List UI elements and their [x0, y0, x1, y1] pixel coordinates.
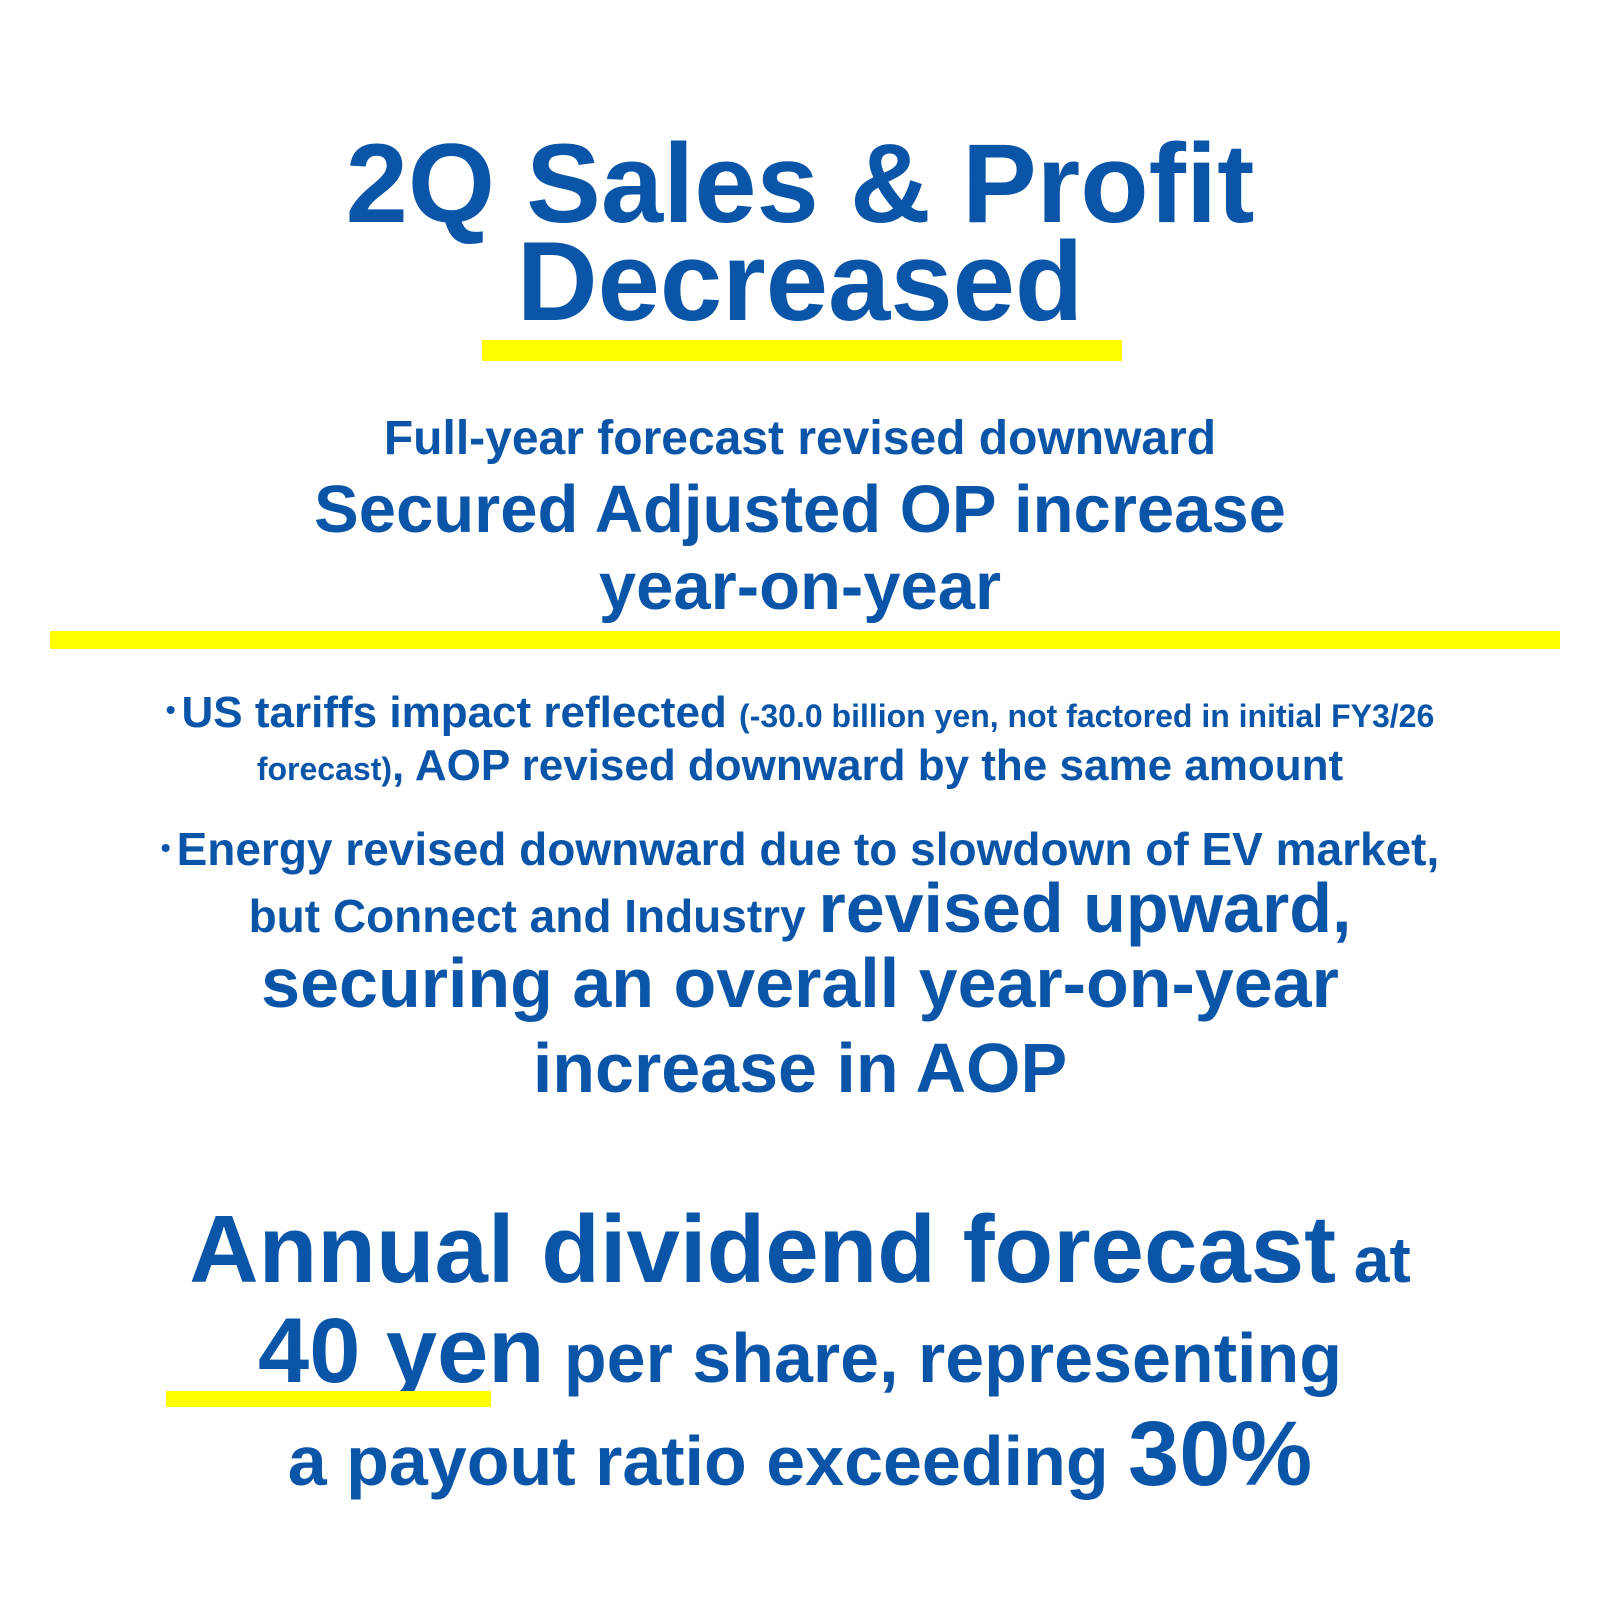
- bullet-dot-icon: •: [160, 832, 171, 863]
- bullet-2-line-3: securing an overall year-on-year: [261, 944, 1339, 1022]
- dividend-line-1: Annual dividend forecast at: [0, 1202, 1600, 1298]
- bullet-1-tail: , AOP revised downward by the same amoun…: [392, 741, 1344, 790]
- bullet-2-text-1: Energy revised downward due to slowdown …: [176, 823, 1440, 875]
- headline-highlight-underline: [482, 340, 1122, 361]
- headline-line-2: Decreased: [516, 219, 1084, 344]
- subheadline-line-2: Secured Adjusted OP increase: [314, 472, 1286, 547]
- bullet-1-line-2: forecast), AOP revised downward by the s…: [0, 744, 1600, 788]
- dividend-amount: 40 yen: [258, 1300, 545, 1402]
- dividend-title: Annual dividend forecast: [189, 1196, 1337, 1303]
- payout-ratio-percent: 30%: [1128, 1403, 1313, 1505]
- bullet-1-lead: US tariffs impact reflected: [181, 688, 740, 737]
- bullet-1-note-b: forecast): [256, 751, 392, 787]
- dividend-line-3: a payout ratio exceeding 30%: [0, 1408, 1600, 1500]
- subheadline-highlight-divider: [50, 631, 1560, 649]
- dividend-at: at: [1336, 1224, 1411, 1296]
- subheadline-line-3: year-on-year: [598, 549, 1002, 624]
- dividend-line-2: 40 yen per share, representing: [0, 1305, 1600, 1397]
- subheadline-line-1: Full-year forecast revised downward: [383, 412, 1217, 465]
- bullet-dot-icon: •: [165, 694, 176, 725]
- bullet-1-note-a: (-30.0 billion yen, not factored in init…: [739, 698, 1435, 734]
- bullet-2-line-2: but Connect and Industry revised upward,: [0, 873, 1600, 943]
- payout-ratio-text: a payout ratio exceeding: [287, 1422, 1129, 1500]
- bullet-1-line-1: • US tariffs impact reflected (-30.0 bill…: [0, 691, 1600, 735]
- bullet-2-text-2-big: revised upward,: [818, 869, 1352, 947]
- bullet-2-text-2-small: but Connect and Industry: [248, 890, 819, 942]
- bullet-2-line-4: increase in AOP: [532, 1029, 1068, 1107]
- headline-line-1: 2Q Sales & Profit: [345, 121, 1255, 246]
- dividend-per-share: per share, representing: [544, 1319, 1342, 1397]
- dividend-amount-highlight-underline: [166, 1391, 491, 1407]
- bullet-2-line-1: • Energy revised downward due to slowdown…: [0, 826, 1600, 872]
